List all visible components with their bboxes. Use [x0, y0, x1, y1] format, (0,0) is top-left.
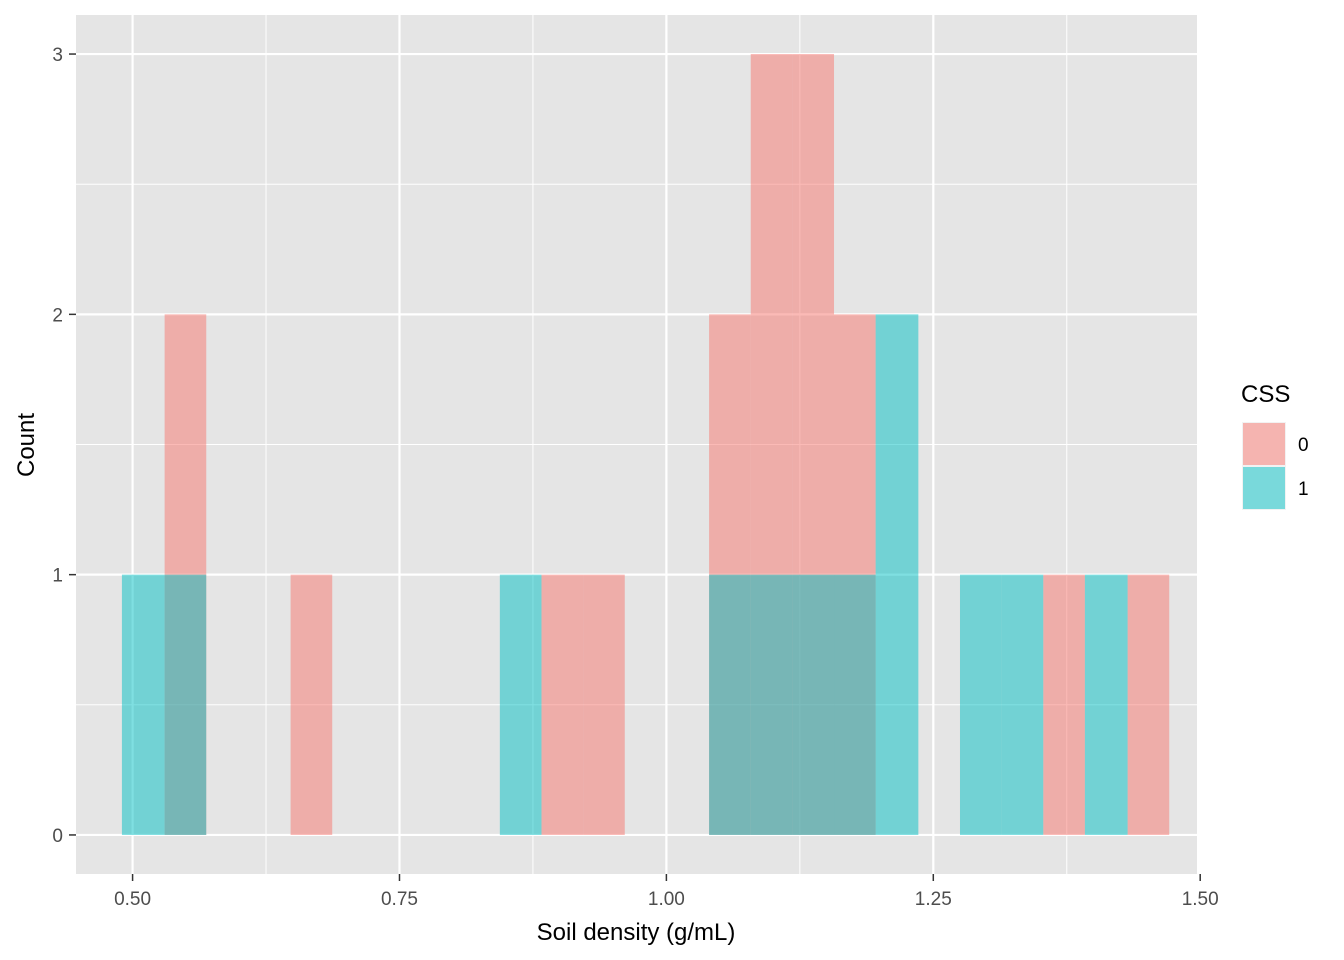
y-tick-label: 2	[52, 305, 63, 326]
histogram-bar-css-1	[750, 574, 793, 835]
histogram-bar-css-1	[499, 574, 542, 835]
legend-swatch-0	[1243, 423, 1285, 465]
histogram-bar-css-0	[541, 574, 584, 835]
legend-label-1: 1	[1298, 479, 1309, 500]
legend-title: CSS	[1241, 381, 1290, 408]
histogram-bar-css-1	[164, 574, 207, 835]
x-axis-title: Soil density (g/mL)	[537, 919, 736, 946]
x-tick-label: 1.50	[1182, 889, 1219, 910]
histogram-bar-css-1	[792, 574, 835, 835]
histogram-bar-css-1	[959, 574, 1002, 835]
legend-keys: 01	[1242, 422, 1309, 510]
legend-swatch-1	[1243, 467, 1285, 509]
histogram-bar-css-1	[875, 314, 919, 835]
x-tick-label: 0.50	[114, 889, 151, 910]
x-axis: 0.50 0.75 1.00 1.25 1.50	[114, 874, 1219, 910]
histogram-bar-css-0	[1127, 574, 1170, 835]
x-tick-label: 1.25	[915, 889, 952, 910]
histogram-bars	[121, 54, 1170, 835]
histogram-bar-css-1	[709, 574, 751, 835]
histogram-bar-css-0	[290, 574, 333, 835]
y-tick-label: 3	[52, 45, 63, 66]
y-tick-label: 1	[52, 566, 63, 587]
x-tick-label: 0.75	[381, 889, 418, 910]
histogram-bar-css-0	[583, 574, 625, 835]
histogram-bar-css-1	[834, 574, 876, 835]
histogram-bar-css-1	[1001, 574, 1044, 835]
major-gridlines	[76, 15, 1202, 874]
y-tick-label: 0	[52, 826, 63, 847]
x-tick-label: 1.00	[648, 889, 685, 910]
histogram-bar-css-1	[1084, 574, 1128, 835]
legend-label-0: 0	[1298, 435, 1309, 456]
histogram-bar-css-0	[1043, 574, 1085, 835]
y-axis-title: Count	[13, 413, 40, 477]
y-axis: 0 1 2 3	[52, 45, 76, 847]
histogram-bar-css-1	[121, 574, 165, 835]
legend: CSS 01	[1241, 381, 1309, 510]
